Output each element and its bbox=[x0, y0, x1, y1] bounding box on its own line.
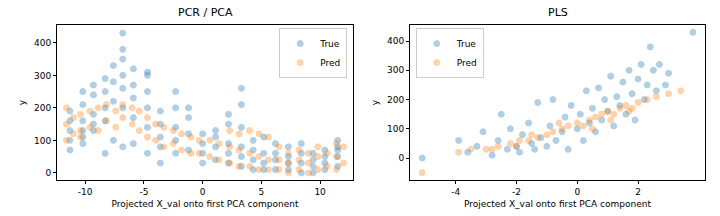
svg-text:300: 300 bbox=[34, 71, 51, 81]
svg-text:0: 0 bbox=[200, 187, 206, 197]
svg-text:10: 10 bbox=[314, 187, 326, 197]
svg-text:100: 100 bbox=[387, 124, 404, 134]
svg-text:-5: -5 bbox=[139, 187, 148, 197]
svg-text:y: y bbox=[17, 99, 27, 105]
svg-text:2: 2 bbox=[635, 187, 641, 197]
svg-text:Projected X_val onto first PCA: Projected X_val onto first PCA component bbox=[464, 199, 651, 209]
svg-text:y: y bbox=[370, 99, 380, 105]
svg-text:True: True bbox=[456, 39, 477, 49]
svg-text:400: 400 bbox=[387, 36, 404, 46]
svg-text:Projected X_val onto first PCA: Projected X_val onto first PCA component bbox=[112, 199, 299, 209]
svg-text:0: 0 bbox=[45, 168, 51, 178]
svg-text:300: 300 bbox=[387, 65, 404, 75]
svg-text:PLS: PLS bbox=[548, 6, 568, 19]
svg-text:Pred: Pred bbox=[320, 58, 340, 68]
svg-text:PCR / PCA: PCR / PCA bbox=[178, 6, 233, 19]
svg-text:Pred: Pred bbox=[457, 58, 477, 68]
svg-text:200: 200 bbox=[34, 103, 51, 113]
svg-text:0: 0 bbox=[398, 153, 404, 163]
svg-text:-10: -10 bbox=[78, 187, 93, 197]
svg-text:400: 400 bbox=[34, 38, 51, 48]
svg-text:100: 100 bbox=[34, 136, 51, 146]
svg-text:0: 0 bbox=[574, 187, 580, 197]
svg-text:5: 5 bbox=[259, 187, 265, 197]
svg-text:-4: -4 bbox=[451, 187, 460, 197]
svg-text:200: 200 bbox=[387, 95, 404, 105]
svg-text:True: True bbox=[319, 39, 340, 49]
svg-text:-2: -2 bbox=[512, 187, 521, 197]
